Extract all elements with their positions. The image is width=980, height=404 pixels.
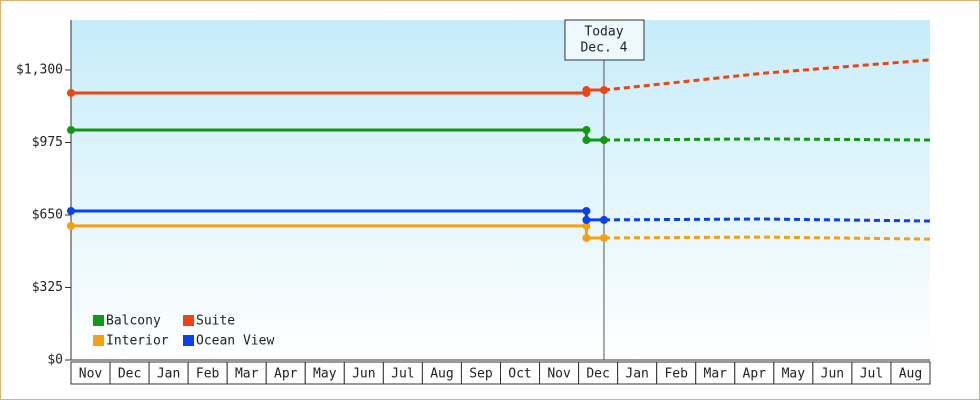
- legend-swatch: [183, 335, 194, 346]
- x-tick-label: Dec: [118, 367, 141, 382]
- legend-label: Suite: [196, 314, 235, 329]
- history-line: [71, 209, 604, 222]
- today-label: Dec. 4: [580, 41, 627, 56]
- point: [582, 86, 591, 95]
- point: [582, 221, 591, 230]
- legend-swatch: [93, 335, 104, 346]
- y-tick-label: $0: [47, 353, 63, 368]
- x-tick-label: Nov: [547, 367, 571, 382]
- y-tick-label: $1,300: [16, 62, 63, 77]
- forecast-line: [603, 235, 931, 241]
- x-tick-label: Jul: [391, 367, 414, 382]
- point: [582, 125, 591, 134]
- history-line: [71, 128, 604, 142]
- x-tick-label: Jun: [821, 367, 844, 382]
- point: [599, 86, 608, 95]
- point: [582, 215, 591, 224]
- legend-label: Ocean View: [196, 334, 274, 349]
- point: [67, 88, 75, 97]
- plot-area: [71, 20, 930, 360]
- today-label: Today: [584, 25, 623, 40]
- x-tick-label: Feb: [664, 367, 688, 382]
- forecast-line: [603, 58, 931, 92]
- y-tick-label: $325: [32, 280, 63, 295]
- today-box: [564, 19, 645, 61]
- point: [67, 125, 75, 134]
- legend-swatch: [183, 315, 194, 326]
- x-tick-label: Apr: [274, 367, 298, 382]
- month-cell: [890, 361, 931, 385]
- x-tick-label: Jun: [352, 367, 375, 382]
- x-tick-label: May: [313, 367, 337, 382]
- x-tick-label: Jul: [860, 367, 883, 382]
- legend-label: Interior: [106, 334, 169, 349]
- x-tick-label: May: [782, 367, 806, 382]
- legend-swatch: [93, 315, 104, 326]
- point: [582, 206, 591, 215]
- point: [599, 215, 608, 224]
- point: [599, 233, 608, 242]
- point: [582, 233, 591, 242]
- forecast-line: [603, 217, 931, 223]
- x-tick-label: Mar: [235, 367, 259, 382]
- x-tick-label: Jan: [625, 367, 648, 382]
- x-tick-label: Aug: [899, 367, 922, 382]
- history-line: [71, 224, 604, 240]
- y-tick-label: $650: [32, 207, 63, 222]
- forecast-line: [603, 137, 931, 142]
- x-tick-label: Jan: [157, 367, 180, 382]
- point: [67, 206, 75, 215]
- x-tick-label: Feb: [196, 367, 220, 382]
- x-tick-label: Dec: [586, 367, 609, 382]
- point: [582, 136, 591, 145]
- x-tick-label: Oct: [508, 367, 531, 382]
- x-tick-label: Mar: [704, 367, 728, 382]
- y-tick-label: $975: [32, 135, 63, 150]
- x-tick-label: Nov: [79, 367, 103, 382]
- x-tick-label: Aug: [430, 367, 453, 382]
- point: [67, 221, 75, 230]
- point: [599, 136, 608, 145]
- legend-label: Balcony: [106, 314, 161, 329]
- x-tick-label: Sep: [469, 367, 493, 382]
- x-tick-label: Apr: [743, 367, 767, 382]
